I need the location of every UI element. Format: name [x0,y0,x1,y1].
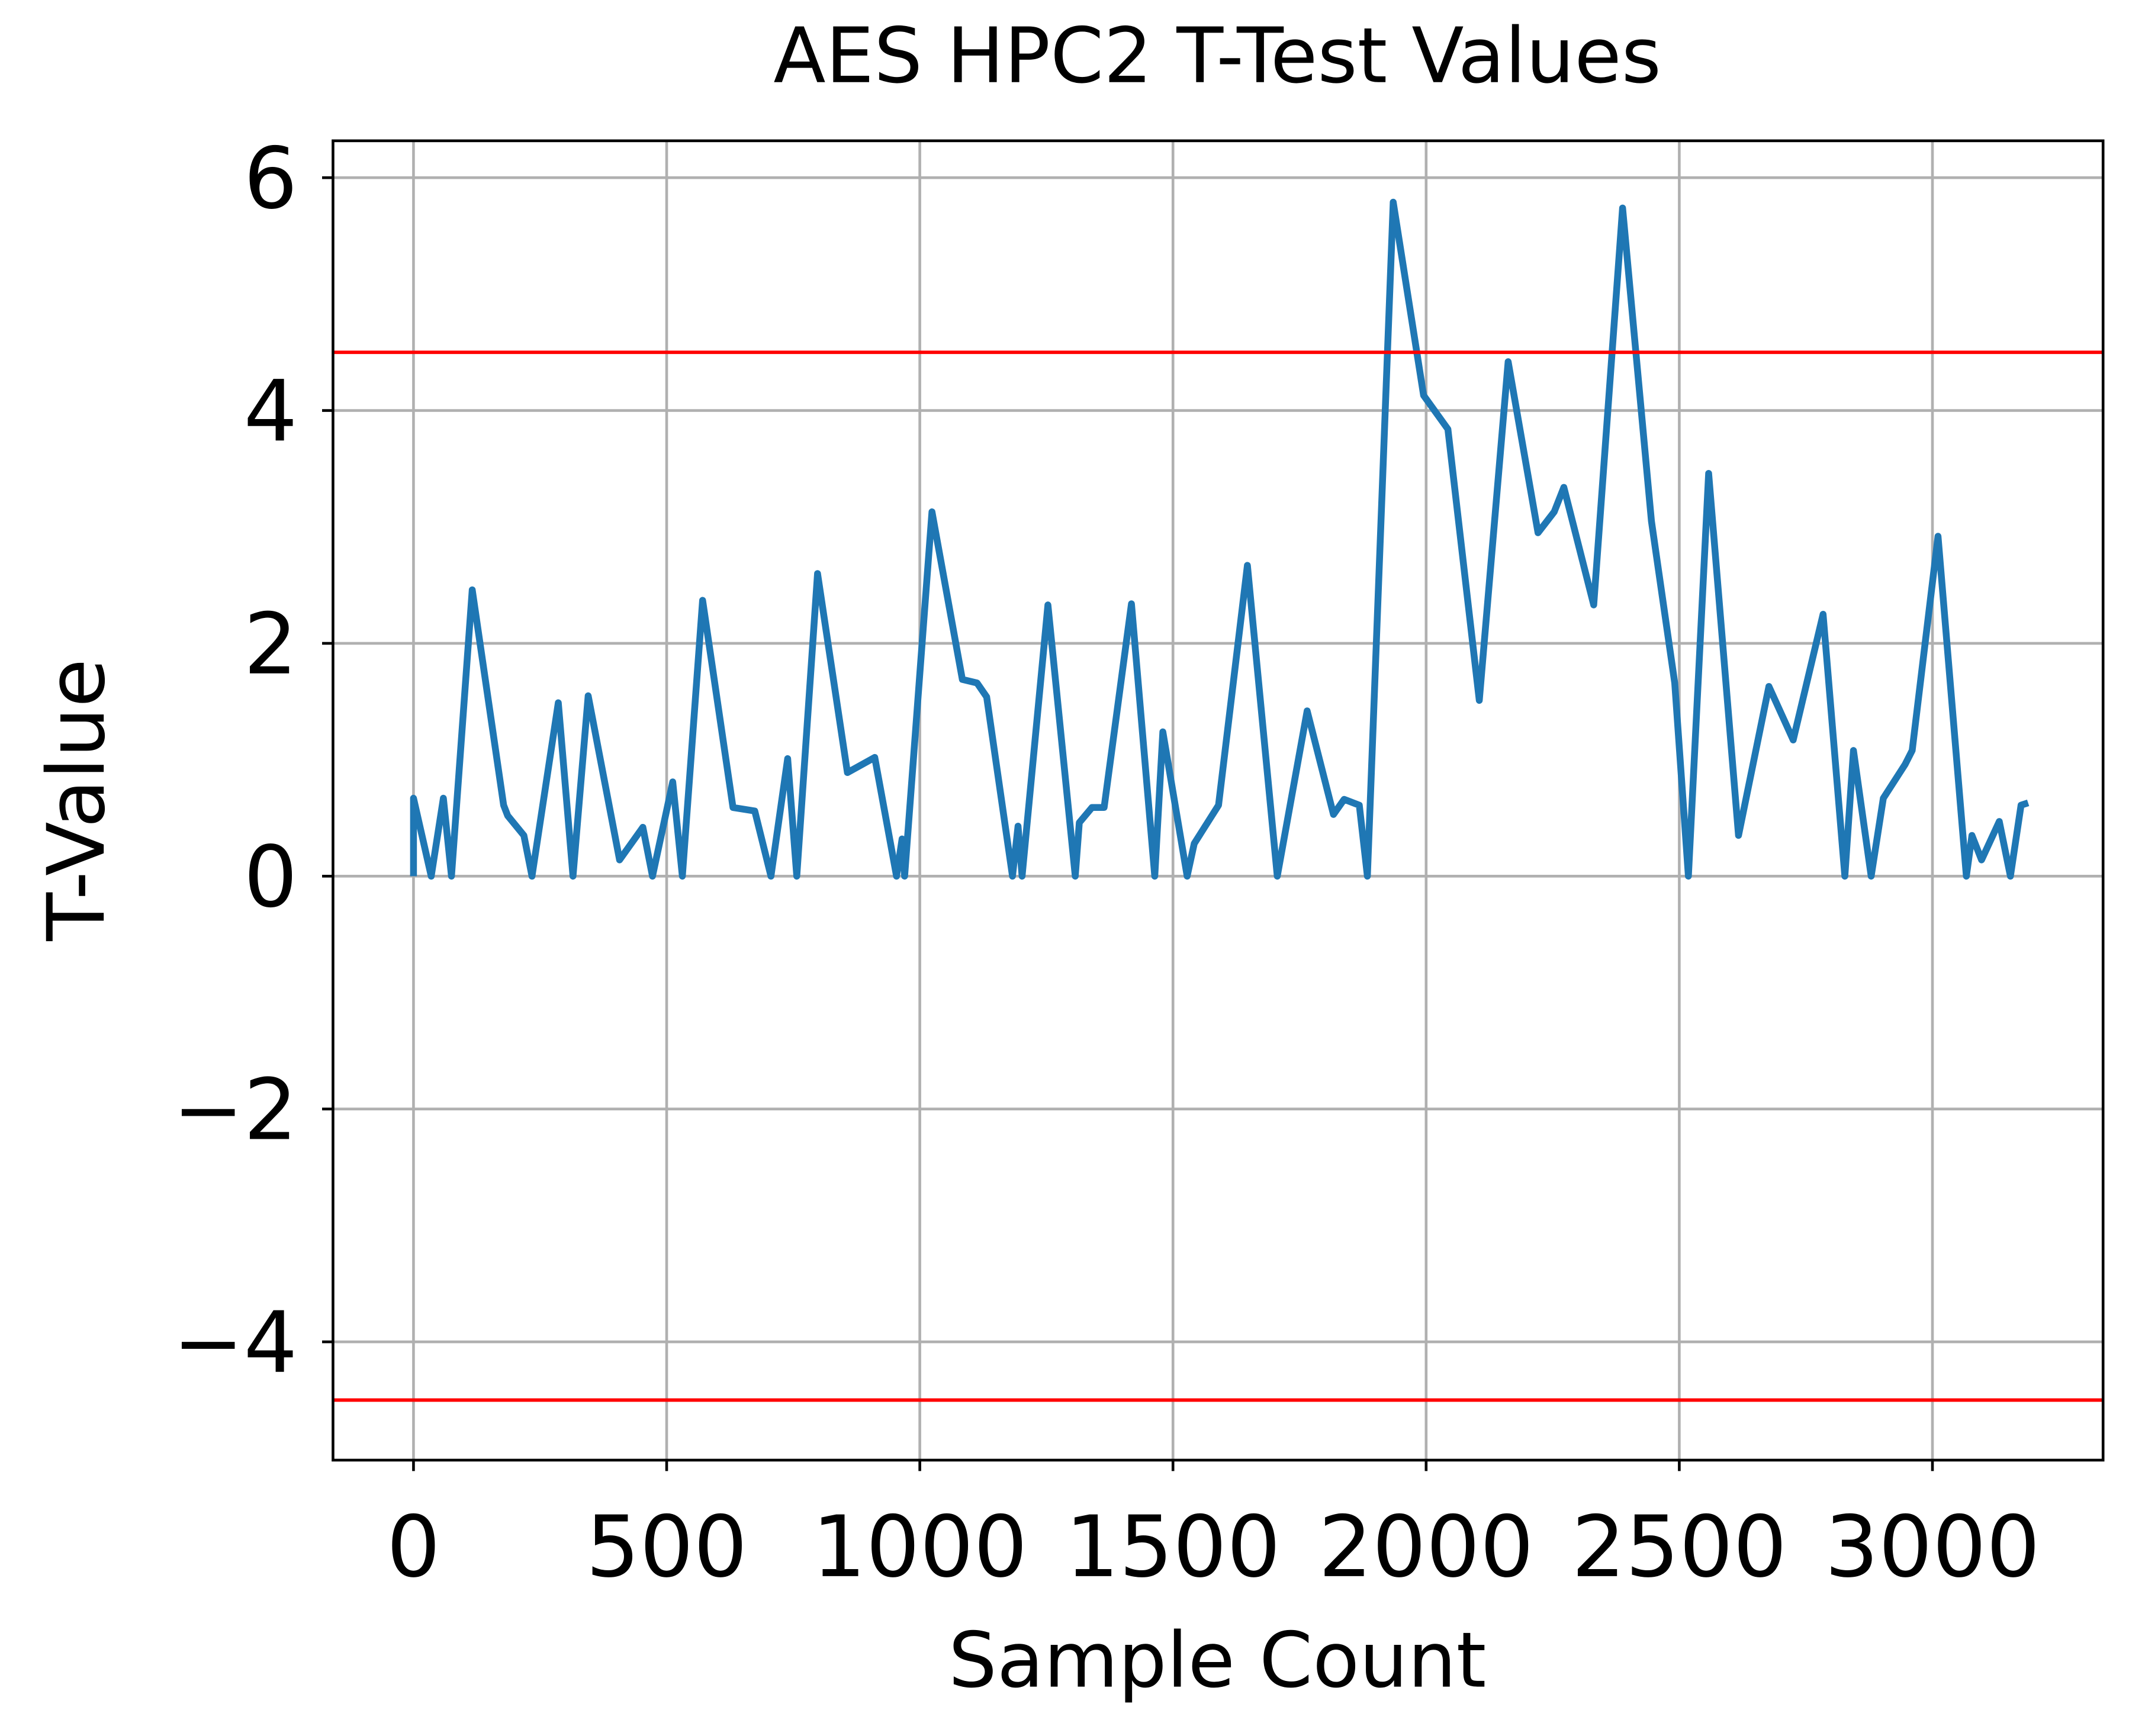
x-tick-label: 1500 [1065,1497,1281,1596]
y-tick-label: 4 [244,362,298,460]
x-tick-label: 2500 [1572,1497,1787,1596]
axes-frame [332,139,2105,1462]
x-tick-label: 3000 [1825,1497,2040,1596]
y-tick-label: 2 [244,595,298,694]
x-tick-label: 0 [387,1497,440,1596]
y-tick-label: −4 [173,1293,298,1392]
y-tick-label: 6 [244,129,298,228]
x-tick-label: 500 [586,1497,748,1596]
x-tick-label: 1000 [812,1497,1028,1596]
x-axis-label: Sample Count [948,1616,1486,1705]
y-tick-label: −2 [173,1060,298,1159]
y-axis-label: T-Value [30,659,123,942]
y-tick-label: 0 [244,827,298,926]
chart-title: AES HPC2 T-Test Values [773,12,1661,101]
x-tick-label: 2000 [1318,1497,1534,1596]
data-line [410,198,2030,880]
